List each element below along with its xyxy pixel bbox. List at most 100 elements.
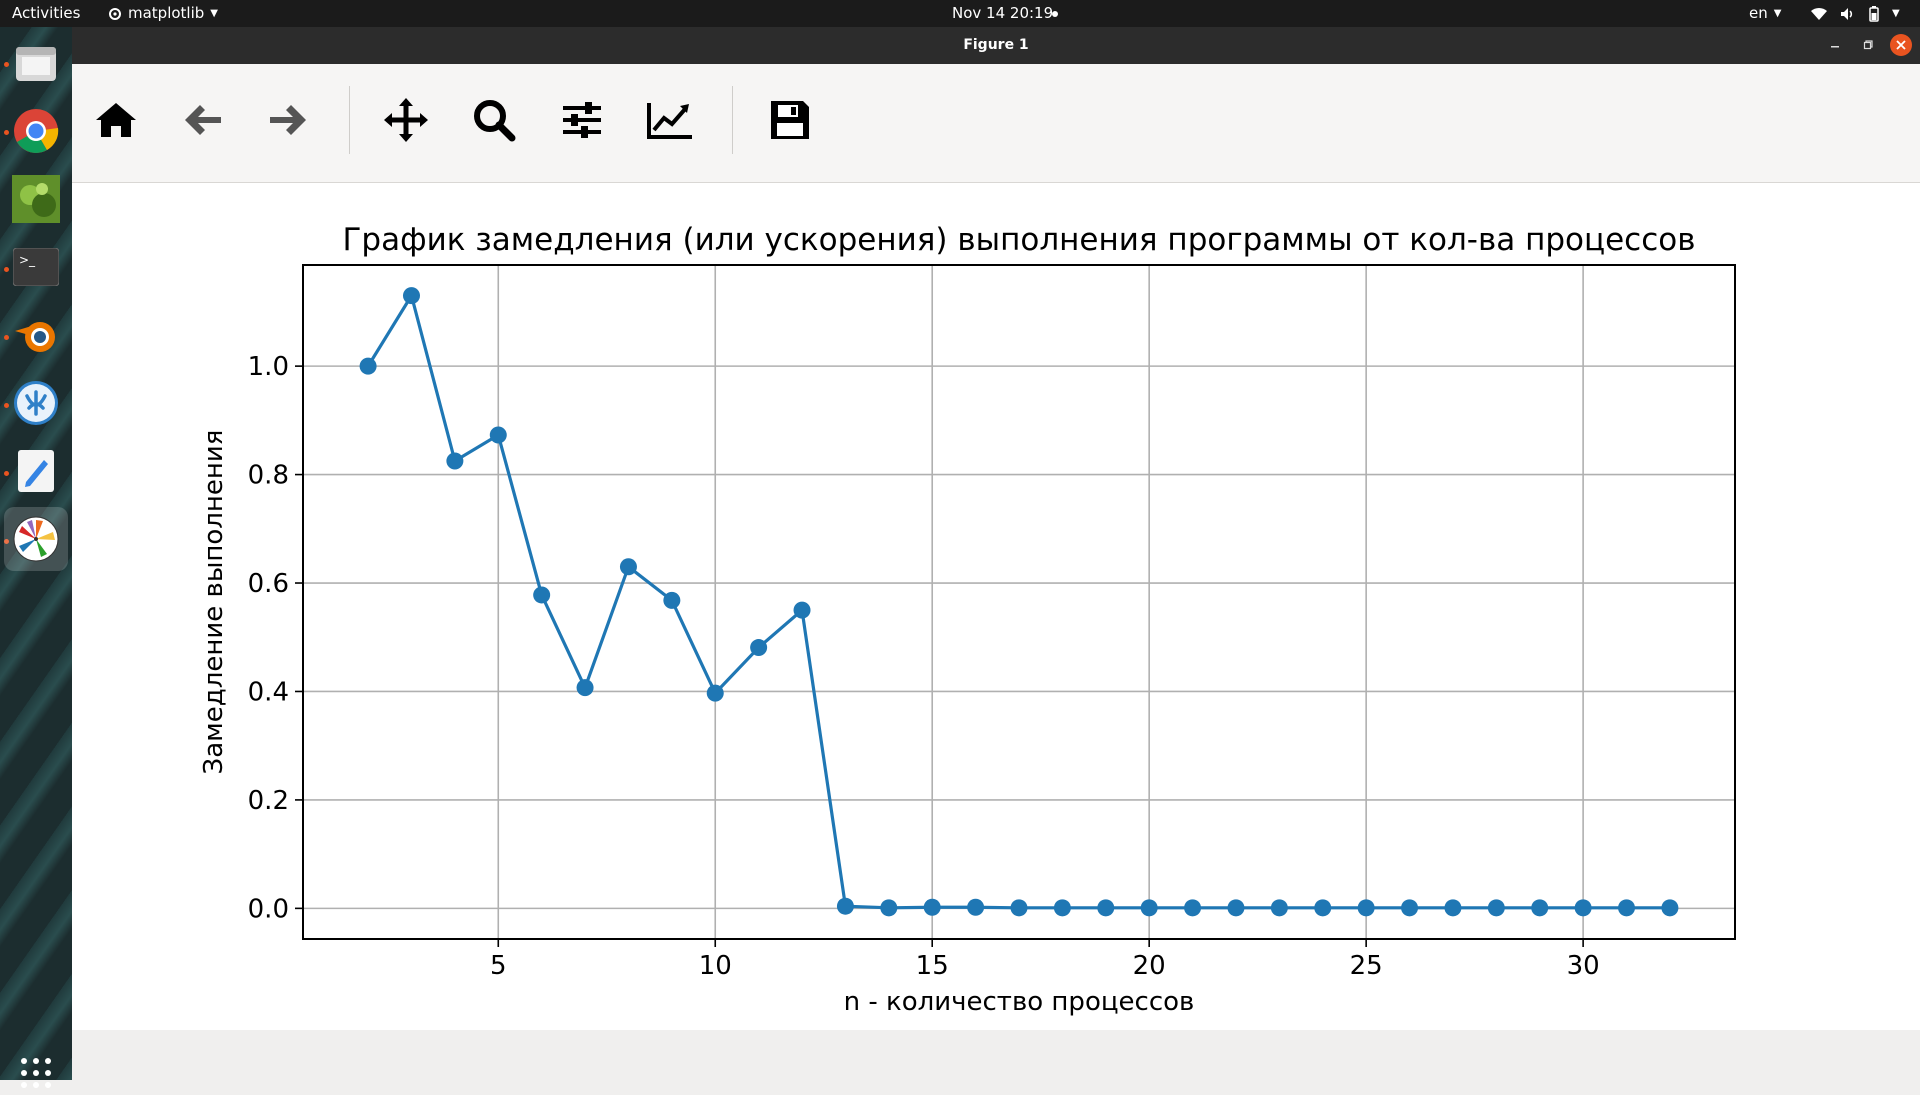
running-indicator: [4, 471, 9, 476]
forward-button[interactable]: [260, 92, 316, 148]
chevron-down-icon: ▼: [1773, 8, 1782, 19]
running-indicator: [4, 539, 9, 544]
save-button[interactable]: [762, 92, 818, 148]
x-tick-label: 10: [699, 951, 732, 981]
dock: >_: [0, 27, 72, 1088]
figure-window: Figure 1: [72, 27, 1920, 1080]
running-indicator: [4, 130, 9, 135]
data-point: [359, 357, 377, 375]
maximize-button[interactable]: [1858, 34, 1880, 56]
y-tick-label: 0.6: [248, 569, 289, 599]
line-chart[interactable]: 5 10 15 20 25 30 0.0 0.2 0.4 0.6 0.8 1.0 График зам…: [72, 183, 1920, 1030]
minimize-button[interactable]: [1824, 34, 1846, 56]
data-point: [1140, 899, 1158, 917]
data-point: [1097, 899, 1115, 917]
data-point: [1314, 899, 1332, 917]
top-bar: Activities matplotlib ▼ Nov 14 20:19 en …: [0, 0, 1920, 27]
data-point: [1053, 899, 1071, 917]
window-titlebar[interactable]: Figure 1: [72, 27, 1920, 64]
close-icon: [1896, 40, 1906, 50]
x-axis-label: n - количество процессов: [844, 987, 1195, 1017]
pan-icon: [384, 98, 428, 142]
x-tick-label: 30: [1567, 951, 1600, 981]
back-icon: [185, 105, 221, 135]
battery-icon: [1869, 5, 1879, 22]
status-bar: [72, 1030, 1920, 1080]
minimize-icon: [1831, 46, 1839, 48]
terminal-icon[interactable]: >_: [10, 241, 62, 293]
matplotlib-icon[interactable]: [4, 507, 68, 571]
forward-icon: [270, 105, 306, 135]
home-icon: [96, 103, 136, 137]
y-tick-label: 1.0: [248, 352, 289, 382]
y-axis-label: Замедление выполнения: [199, 430, 229, 775]
language-label: en: [1749, 4, 1768, 22]
chrome-icon[interactable]: [10, 105, 62, 157]
chart-title: График замедления (или ускорения) выполн…: [342, 222, 1695, 258]
vscodium-icon[interactable]: [10, 377, 62, 429]
maximize-icon: [1863, 40, 1873, 50]
data-point: [1401, 899, 1419, 917]
running-indicator: [4, 267, 9, 272]
data-point: [1574, 899, 1592, 917]
chevron-down-icon: ▼: [210, 8, 218, 19]
toolbar-separator: [732, 86, 733, 154]
zoom-button[interactable]: [466, 92, 522, 148]
data-point: [923, 898, 941, 916]
data-point: [1444, 899, 1462, 917]
blender-icon[interactable]: [10, 309, 62, 361]
grid-icon[interactable]: [18, 1055, 54, 1091]
toolbar-separator: [349, 86, 350, 154]
plot-frame: [302, 264, 1736, 940]
data-point: [1487, 899, 1505, 917]
data-point: [663, 591, 681, 609]
language-indicator[interactable]: en ▼: [1749, 0, 1781, 27]
data-point: [1531, 899, 1549, 917]
image-viewer-icon[interactable]: [10, 173, 62, 225]
data-point: [489, 426, 507, 444]
activities-button[interactable]: Activities: [12, 4, 81, 22]
text-editor-icon[interactable]: [10, 445, 62, 497]
wifi-icon: [1811, 7, 1827, 20]
data-point: [967, 898, 985, 916]
y-tick-label: 0.8: [248, 461, 289, 491]
data-point: [1227, 899, 1245, 917]
save-icon: [771, 101, 809, 139]
data-point: [1357, 899, 1375, 917]
data-point: [750, 639, 768, 657]
files-icon[interactable]: [10, 37, 62, 89]
x-tick-label: 5: [490, 951, 507, 981]
data-point: [1270, 899, 1288, 917]
data-point: [576, 679, 594, 697]
data-point: [446, 452, 464, 470]
svg-text:>_: >_: [19, 253, 36, 267]
close-button[interactable]: [1890, 34, 1912, 56]
running-indicator: [4, 62, 9, 67]
running-indicator: [4, 403, 9, 408]
app-menu[interactable]: matplotlib ▼: [108, 0, 218, 27]
data-point: [793, 601, 811, 619]
data-point: [836, 897, 854, 915]
edit-axis-button[interactable]: [642, 92, 698, 148]
data-point: [1184, 899, 1202, 917]
app-menu-label: matplotlib: [128, 4, 205, 22]
data-point: [1010, 899, 1028, 917]
back-button[interactable]: [175, 92, 231, 148]
data-point: [1618, 899, 1636, 917]
figure-canvas[interactable]: 5 10 15 20 25 30 0.0 0.2 0.4 0.6 0.8 1.0 График зам…: [72, 183, 1920, 1030]
zoom-icon: [474, 100, 516, 142]
data-point: [533, 586, 551, 604]
data-point: [619, 558, 637, 576]
system-tray[interactable]: ▼: [1810, 0, 1900, 27]
configure-subplots-button[interactable]: [554, 92, 610, 148]
home-button[interactable]: [88, 92, 144, 148]
clock[interactable]: Nov 14 20:19: [952, 4, 1054, 22]
notification-dot-icon: [1052, 11, 1058, 17]
data-point: [1661, 899, 1679, 917]
app-gear-icon: [109, 7, 121, 20]
running-indicator: [4, 335, 9, 340]
configure-subplots-icon: [563, 102, 601, 138]
edit-axis-icon: [647, 103, 692, 139]
series-line: [366, 294, 1670, 910]
pan-button[interactable]: [378, 92, 434, 148]
